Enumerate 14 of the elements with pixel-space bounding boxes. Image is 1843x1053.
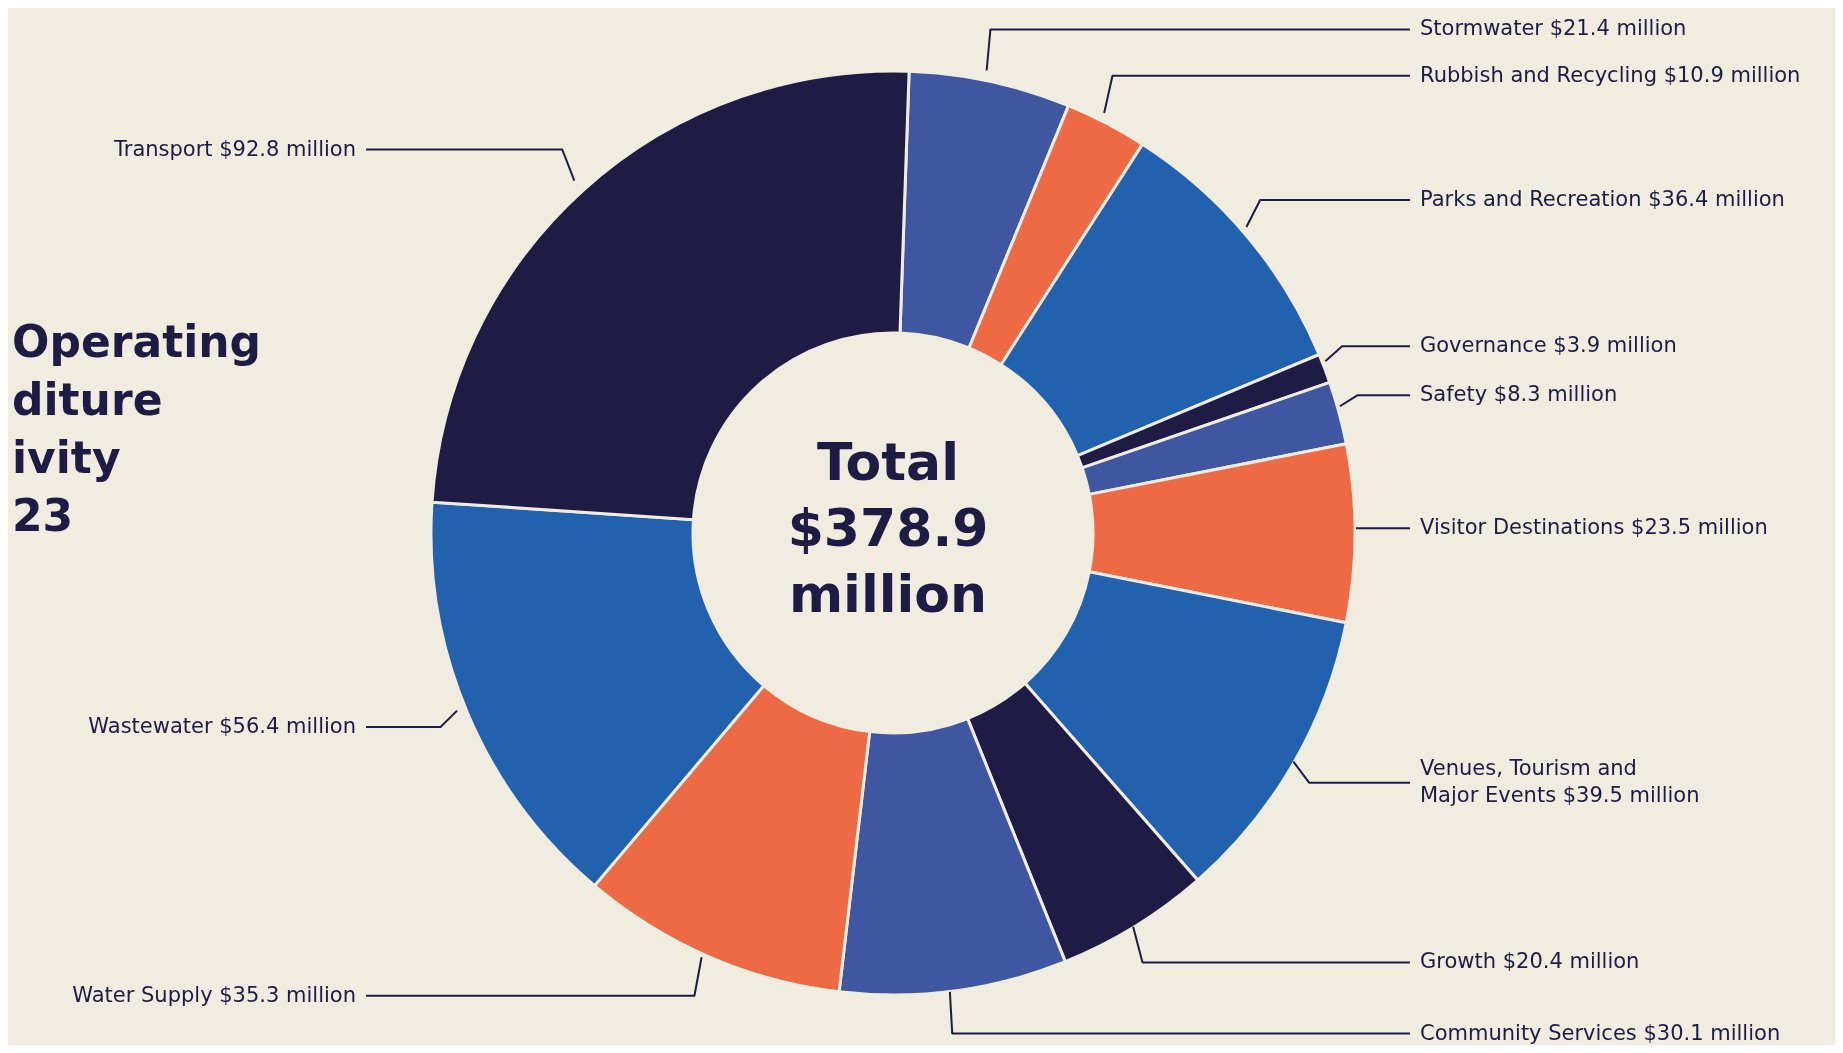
- text: Operating diture ivity 23: [12, 315, 262, 543]
- slice-label: Visitor Destinations $23.5 million: [1420, 515, 1768, 540]
- text: Total $378.9 million: [786, 431, 990, 626]
- slice-label: Parks and Recreation $36.4 million: [1420, 187, 1785, 212]
- slice-label: Growth $20.4 million: [1420, 949, 1640, 974]
- slice-label: Safety $8.3 million: [1420, 382, 1618, 407]
- slice-label: Water Supply $35.3 million: [72, 982, 356, 1007]
- slice-label: Governance $3.9 million: [1420, 333, 1677, 358]
- slice-label: Community Services $30.1 million: [1420, 1020, 1781, 1045]
- slice-label: Stormwater $21.4 million: [1420, 16, 1687, 41]
- slice-label: Transport $92.8 million: [113, 136, 356, 161]
- slice-label: Venues, Tourism and Major Events $39.5 million: [1420, 756, 1700, 808]
- slice-label: Wastewater $56.4 million: [88, 713, 356, 738]
- slice-label: Rubbish and Recycling $10.9 million: [1420, 62, 1801, 87]
